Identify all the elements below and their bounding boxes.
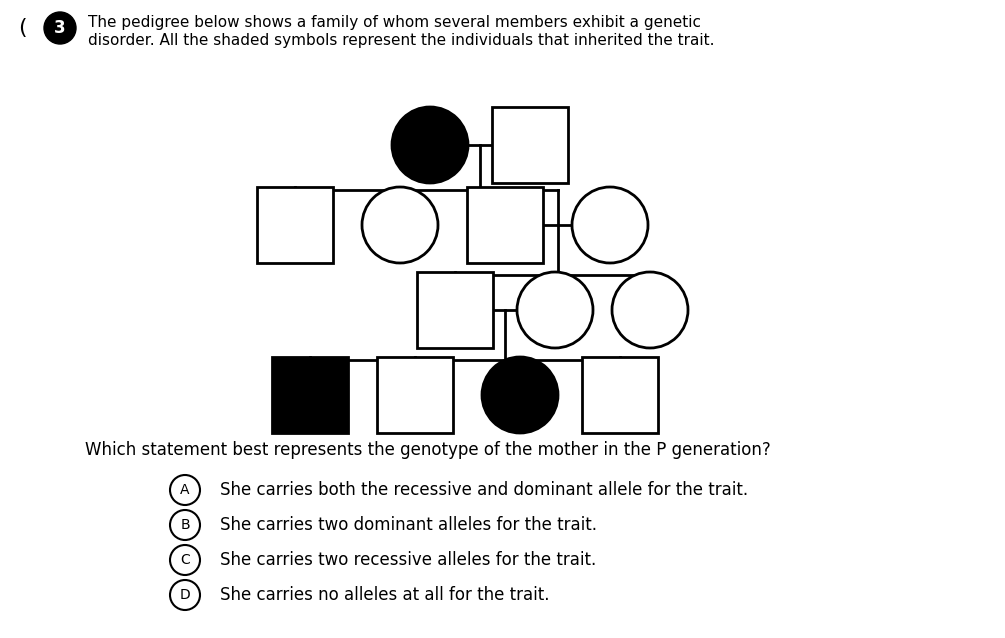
Bar <box>417 272 493 348</box>
Bar <box>257 187 333 263</box>
Text: B: B <box>180 518 190 532</box>
Circle shape <box>170 545 200 575</box>
Text: D: D <box>180 588 190 602</box>
Text: 3: 3 <box>54 19 65 37</box>
Text: She carries two recessive alleles for the trait.: She carries two recessive alleles for th… <box>220 551 596 569</box>
Text: She carries both the recessive and dominant allele for the trait.: She carries both the recessive and domin… <box>220 481 748 499</box>
Bar <box>582 357 658 433</box>
Circle shape <box>170 510 200 540</box>
Bar <box>377 357 453 433</box>
Text: (: ( <box>18 18 26 38</box>
Circle shape <box>572 187 648 263</box>
Circle shape <box>362 187 438 263</box>
Bar <box>272 357 348 433</box>
Circle shape <box>482 357 558 433</box>
Circle shape <box>517 272 593 348</box>
Bar <box>492 107 568 183</box>
Text: She carries no alleles at all for the trait.: She carries no alleles at all for the tr… <box>220 586 550 604</box>
Circle shape <box>392 107 468 183</box>
Circle shape <box>170 580 200 610</box>
Text: C: C <box>180 553 190 567</box>
Circle shape <box>612 272 688 348</box>
Text: A: A <box>180 483 190 497</box>
Text: Which statement best represents the genotype of the mother in the P generation?: Which statement best represents the geno… <box>85 441 771 459</box>
Text: The pedigree below shows a family of whom several members exhibit a genetic: The pedigree below shows a family of who… <box>88 15 701 29</box>
Text: She carries two dominant alleles for the trait.: She carries two dominant alleles for the… <box>220 516 597 534</box>
Bar <box>467 187 543 263</box>
Circle shape <box>44 12 76 44</box>
Circle shape <box>170 475 200 505</box>
Text: disorder. All the shaded symbols represent the individuals that inherited the tr: disorder. All the shaded symbols represe… <box>88 33 715 47</box>
